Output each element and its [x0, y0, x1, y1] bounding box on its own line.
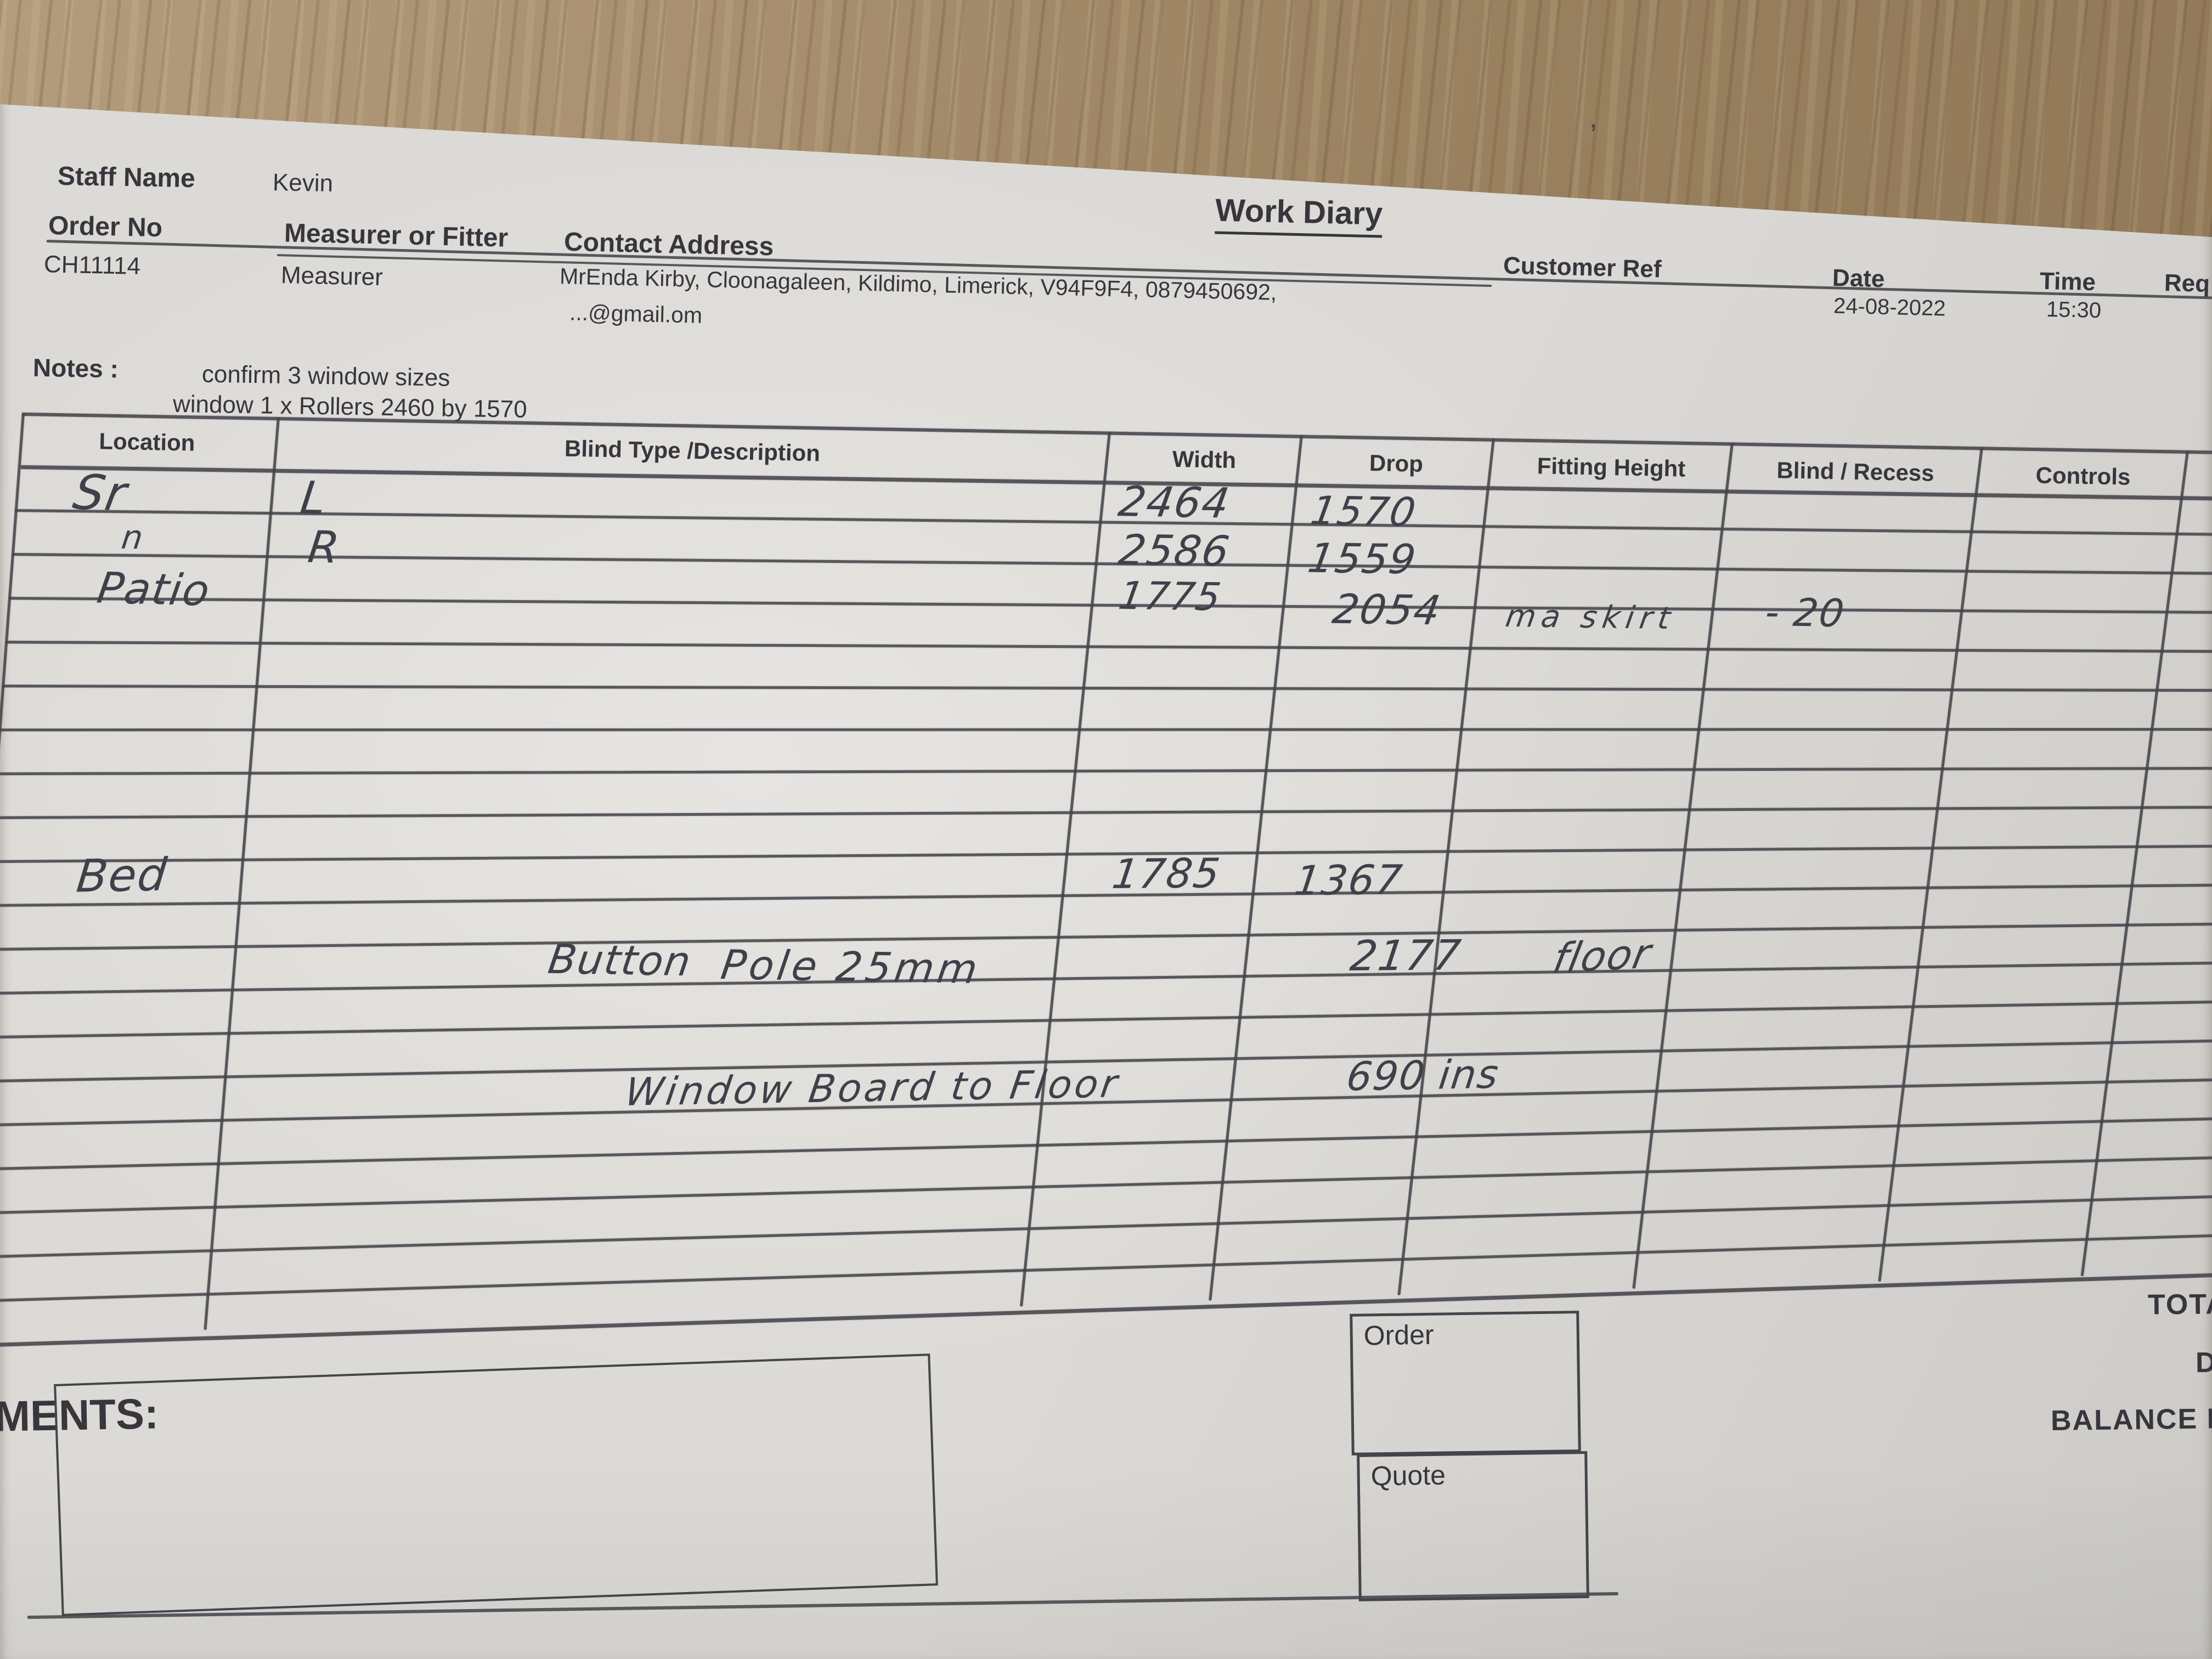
quote-box-label: Quote [1370, 1459, 1446, 1492]
handwriting-location-ditto: n [119, 518, 146, 557]
handwriting-width-2464: 2464 [1115, 477, 1234, 528]
handwriting-description-button: Button [545, 935, 695, 986]
column-header-blind-recess: Blind / Recess [1776, 457, 1934, 486]
handwriting-location-sr: Sr [69, 464, 132, 522]
total-label-cut: TOTA [2147, 1288, 2212, 1321]
table-row-line [0, 844, 2212, 863]
table-row-line [21, 413, 2212, 454]
table-row-line [0, 1117, 2212, 1170]
handwriting-drop-2054: 2054 [1329, 585, 1444, 635]
handwriting-drop-1559: 1559 [1305, 534, 1420, 584]
handwriting-drop-2177: 2177 [1347, 930, 1465, 980]
deposit-label-cut: D [2195, 1346, 2212, 1379]
comments-box [54, 1353, 938, 1616]
handwriting-width-2586: 2586 [1115, 525, 1234, 576]
column-header-location: Location [99, 428, 195, 456]
table-row-line [0, 766, 2212, 775]
column-header-controls: Controls [2035, 462, 2131, 490]
handwriting-description-window-board-to-floor: Window Board to Floor [622, 1061, 1123, 1115]
balance-label-cut: BALANCE D [2050, 1403, 2212, 1437]
table-column-line [2080, 450, 2189, 1276]
table-row-line [0, 1000, 2212, 1039]
table-row-line [0, 883, 2212, 907]
table-row-line [0, 1273, 2212, 1347]
handwriting-location-bed: Bed [74, 849, 170, 903]
quote-box: Quote [1357, 1451, 1589, 1601]
handwriting-description-r: R [305, 521, 343, 573]
table-row-line [0, 727, 2212, 731]
handwriting-drop-690-ins: 690 ins [1344, 1051, 1502, 1100]
column-header-blind-type: Blind Type /Description [564, 435, 821, 466]
handwriting-drop-1570: 1570 [1307, 487, 1420, 535]
handwriting-location-patio: Patio [94, 563, 214, 616]
handwriting-width-1775: 1775 [1115, 573, 1225, 620]
table-row-line [15, 509, 2212, 536]
column-header-drop: Drop [1369, 450, 1424, 477]
handwriting-fitting-height-floor: floor [1549, 929, 1656, 983]
table-row-line [0, 961, 2212, 995]
handwriting-blind-recess-minus-20: - 20 [1762, 589, 1848, 636]
table-column-line [0, 413, 25, 1337]
handwriting-width-1785: 1785 [1109, 850, 1223, 898]
handwriting-description-l: L [297, 472, 330, 525]
table-row-line [8, 597, 2212, 614]
table-row-line [0, 922, 2212, 951]
column-header-width: Width [1172, 445, 1237, 473]
handwriting-fitting-height-ma-skirt: ma skirt [1503, 598, 1678, 637]
column-header-fitting-height: Fitting Height [1537, 453, 1686, 482]
order-box-label: Order [1363, 1319, 1434, 1351]
order-box: Order [1350, 1311, 1581, 1455]
table-row-line [0, 805, 2212, 819]
table-row-line [5, 641, 2212, 653]
handwriting-description-pole-25mm: Pole 25mm [718, 941, 984, 994]
stray-pen-mark: ’ [1590, 117, 1597, 152]
table-row-line [12, 553, 2212, 575]
table-row-line [2, 685, 2212, 692]
handwriting-drop-1367: 1367 [1291, 856, 1406, 905]
